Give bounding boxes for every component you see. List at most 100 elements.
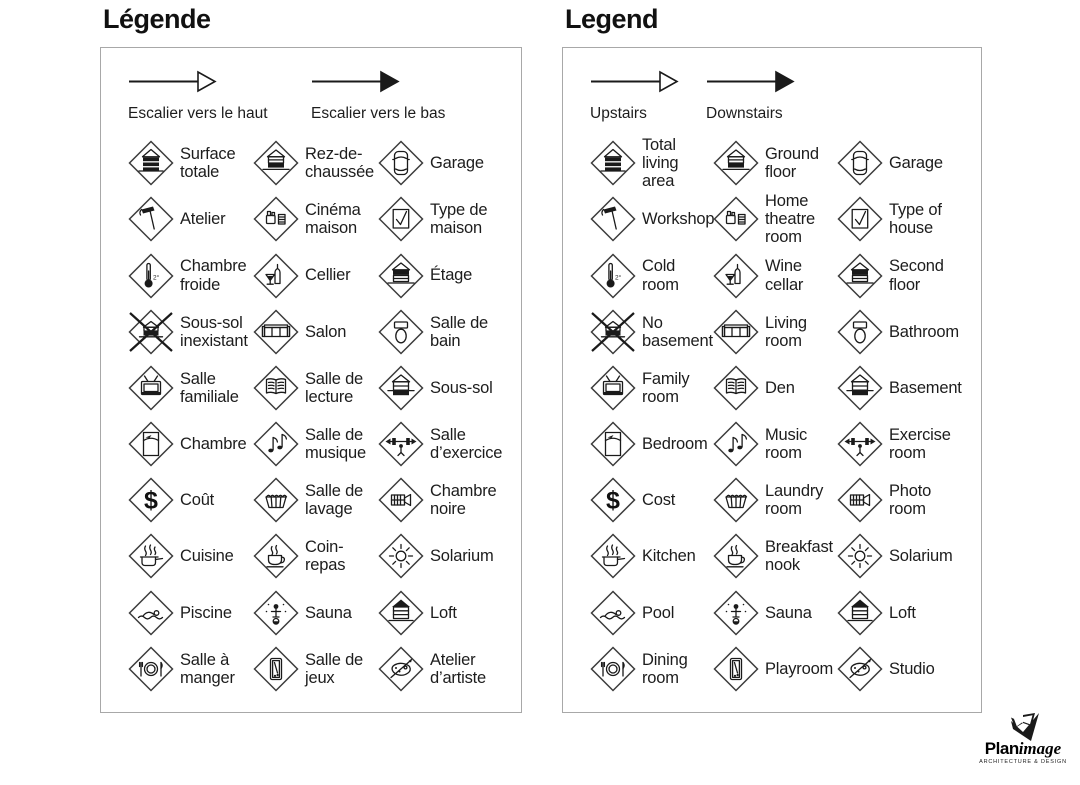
legend-item-studio: Studio: [837, 641, 981, 697]
legend-item-label: Wine cellar: [765, 257, 804, 294]
planimage-logo-text: Planimage: [973, 740, 1073, 757]
second-floor-icon: [837, 252, 883, 299]
legend-item-cold-room: 2° Chambre froide: [128, 247, 253, 303]
cost-icon: $: [128, 477, 174, 523]
den-icon: [713, 365, 759, 411]
no-basement-icon: [128, 309, 174, 355]
legend-item-label: Surface totale: [180, 145, 236, 182]
legend-item-music-room: Salle de musique: [253, 416, 378, 472]
no-basement-icon: [590, 309, 636, 355]
legend-item-photo-room: Chambre noire: [378, 472, 521, 528]
legend-item-exercise-room: Exercise room: [837, 416, 981, 472]
legend-item-bathroom: Bathroom: [837, 304, 981, 360]
legend-item-no-basement: No basement: [590, 304, 713, 360]
legend-item-exercise-room: Salle d’exercice: [378, 416, 521, 472]
cold-room-icon: 2°: [590, 252, 636, 299]
stair-up-arrow-icon: [590, 70, 706, 98]
legend-item-label: Sauna: [765, 603, 812, 622]
svg-text:$: $: [606, 487, 620, 515]
legend-item-label: Cellier: [305, 266, 351, 285]
stair-arrow-block: Upstairs: [590, 70, 706, 123]
laundry-room-icon: [253, 477, 299, 523]
legend-item-laundry-room: Salle de lavage: [253, 472, 378, 528]
legend-item-label: Garage: [430, 154, 484, 173]
wine-cellar-icon: [253, 252, 299, 299]
legend-grid: Total living area Ground floor Garage Works…: [590, 135, 981, 697]
panel-title-french: Légende: [103, 4, 211, 34]
legend-item-bedroom: Chambre: [128, 416, 253, 472]
loft-icon: [378, 590, 424, 636]
living-room-icon: [713, 309, 759, 355]
home-theatre-icon: [253, 196, 299, 242]
legend-item-label: Solarium: [889, 547, 953, 566]
legend-item-label: Salle familiale: [180, 369, 239, 406]
legend-item-cold-room: 2° Cold room: [590, 247, 713, 303]
legend-item-label: Salle de bain: [430, 313, 489, 350]
breakfast-nook-icon: [713, 533, 759, 580]
stair-arrow-label: Downstairs: [706, 105, 783, 123]
garage-icon: [837, 140, 883, 186]
stair-arrow-label: Escalier vers le bas: [311, 105, 446, 123]
bedroom-icon: [128, 421, 174, 467]
legend-item-label: Type of house: [889, 201, 942, 238]
sauna-icon: [253, 590, 299, 636]
laundry-room-icon: [713, 477, 759, 523]
legend-item-laundry-room: Laundry room: [713, 472, 837, 528]
legend-item-ground-floor: Ground floor: [713, 135, 837, 191]
type-of-house-icon: [837, 196, 883, 242]
legend-item-label: Coin-repas: [305, 538, 346, 575]
legend-item-label: Sous-sol inexistant: [180, 313, 248, 350]
legend-item-label: Salle à manger: [180, 650, 235, 687]
photo-room-icon: [378, 477, 424, 523]
legend-item-music-room: Music room: [713, 416, 837, 472]
exercise-room-icon: [837, 421, 883, 467]
garage-icon: [378, 140, 424, 186]
legend-item-playroom: Salle de jeux: [253, 641, 378, 697]
planimage-logo-icon: [1011, 713, 1039, 741]
ground-floor-icon: [713, 140, 759, 186]
dining-room-icon: [590, 646, 636, 692]
legend-item-solarium: Solarium: [837, 528, 981, 584]
legend-item-sauna: Sauna: [713, 585, 837, 641]
logo-brand-bold: Plan: [984, 739, 1019, 758]
legend-item-label: Chambre: [180, 435, 247, 453]
studio-icon: [837, 646, 883, 692]
legend-item-pool: Piscine: [128, 585, 253, 641]
kitchen-icon: [128, 533, 174, 580]
legend-item-label: Salle de lavage: [305, 482, 364, 519]
legend-item-label: Sauna: [305, 603, 352, 622]
stair-arrow-label: Upstairs: [590, 105, 647, 123]
legend-item-total-area: Surface totale: [128, 135, 253, 191]
kitchen-icon: [590, 533, 636, 580]
breakfast-nook-icon: [253, 533, 299, 580]
stair-arrow-label: Escalier vers le haut: [128, 105, 268, 123]
legend-item-label: Kitchen: [642, 547, 696, 566]
pool-icon: [128, 590, 174, 636]
legend-item-den: Salle de lecture: [253, 360, 378, 416]
workshop-icon: [128, 196, 174, 242]
legend-item-second-floor: Étage: [378, 247, 521, 303]
legend-item-label: Bathroom: [889, 322, 959, 341]
legend-item-label: Cinéma maison: [305, 201, 361, 238]
panel-title-english: Legend: [565, 4, 659, 34]
legend-item-label: Living room: [765, 313, 807, 350]
legend-item-label: Chambre noire: [430, 482, 497, 519]
wine-cellar-icon: [713, 252, 759, 299]
bathroom-icon: [837, 309, 883, 355]
legend-item-type-of-house: Type de maison: [378, 191, 521, 247]
photo-room-icon: [837, 477, 883, 523]
legend-item-label: Rez-de-chaussée: [305, 145, 375, 182]
basement-icon: [837, 365, 883, 411]
legend-item-second-floor: Second floor: [837, 247, 981, 303]
svg-text:2°: 2°: [153, 273, 160, 281]
total-area-icon: [590, 140, 636, 186]
legend-item-label: Music room: [765, 425, 808, 463]
legend-item-label: Den: [765, 378, 795, 397]
legend-item-label: Chambre froide: [180, 257, 247, 294]
legend-grid: Surface totale Rez-de-chaussée Garage Ateli…: [128, 135, 521, 697]
legend-item-label: Studio: [889, 659, 935, 678]
legend-item-type-of-house: Type of house: [837, 191, 981, 247]
legend-item-dining-room: Dining room: [590, 641, 713, 697]
pool-icon: [590, 590, 636, 636]
